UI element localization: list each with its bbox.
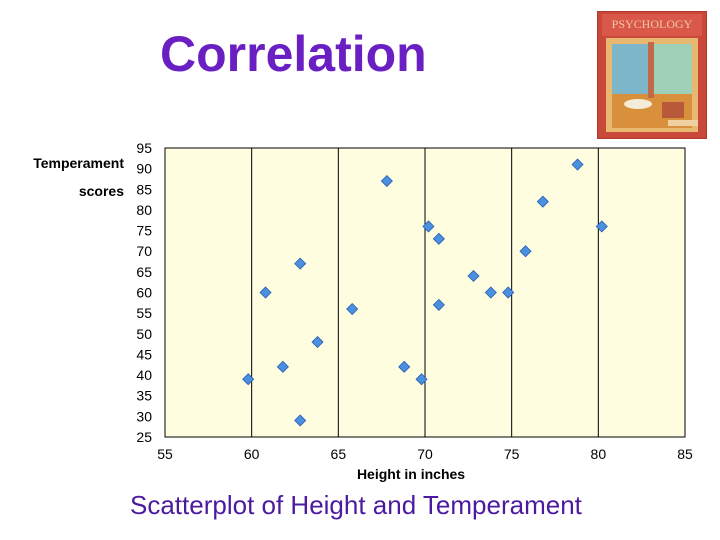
x-tick-label: 75	[504, 446, 520, 462]
data-point	[242, 373, 255, 386]
data-point	[422, 220, 435, 233]
data-point	[571, 158, 584, 171]
y-tick-label: 65	[136, 264, 152, 280]
y-tick-label: 95	[136, 140, 152, 156]
book-cover-art: PSYCHOLOGY	[598, 12, 706, 138]
y-tick-label: 75	[136, 223, 152, 239]
data-point	[346, 302, 359, 316]
x-axis-ticks: 55 60 65 70 75 80 85	[157, 446, 693, 462]
data-point	[294, 257, 307, 270]
y-tick-label: 55	[136, 305, 152, 321]
slide-title: Correlation	[160, 26, 427, 82]
y-tick-label: 30	[136, 408, 152, 424]
y-tick-label: 70	[136, 243, 152, 259]
y-axis-title-line-1: Temperament	[33, 155, 124, 171]
y-tick-label: 85	[136, 181, 152, 197]
y-tick-label: 60	[136, 285, 152, 301]
x-tick-label: 55	[157, 446, 173, 462]
x-tick-label: 85	[677, 446, 693, 462]
book-cover-image: PSYCHOLOGY	[598, 12, 706, 138]
slide-caption: Scatterplot of Height and Temperament	[130, 490, 582, 520]
data-point	[519, 245, 532, 258]
data-point	[432, 232, 445, 245]
y-tick-label: 50	[136, 326, 152, 342]
x-tick-label: 80	[591, 446, 607, 462]
data-point	[294, 414, 307, 427]
data-point	[536, 195, 549, 208]
grid-lines	[251, 148, 599, 437]
x-axis-title: Height in inches	[357, 466, 465, 482]
y-axis-title-line-2: scores	[79, 183, 124, 199]
data-point	[595, 220, 608, 233]
y-tick-label: 80	[136, 202, 152, 218]
data-point	[311, 335, 324, 349]
data-point	[380, 174, 393, 188]
x-tick-label: 65	[331, 446, 347, 462]
data-point	[467, 269, 480, 283]
book-cover-title: PSYCHOLOGY	[612, 17, 693, 31]
data-point	[484, 286, 497, 299]
data-point	[415, 373, 428, 386]
y-tick-label: 45	[136, 346, 152, 362]
y-tick-label: 40	[136, 367, 152, 383]
y-tick-label: 35	[136, 388, 152, 404]
data-points	[242, 158, 608, 427]
data-point	[276, 360, 289, 373]
data-point	[502, 286, 515, 299]
x-tick-label: 60	[244, 446, 260, 462]
data-point	[432, 298, 445, 311]
y-tick-label: 90	[136, 161, 152, 177]
y-axis-ticks: 95 90 85 80 75 70 65 60 55 50 45 40 35 30 25	[136, 140, 152, 445]
x-tick-label: 70	[417, 446, 433, 462]
y-tick-label: 25	[136, 429, 152, 445]
data-point	[398, 360, 411, 373]
data-point	[259, 286, 272, 299]
